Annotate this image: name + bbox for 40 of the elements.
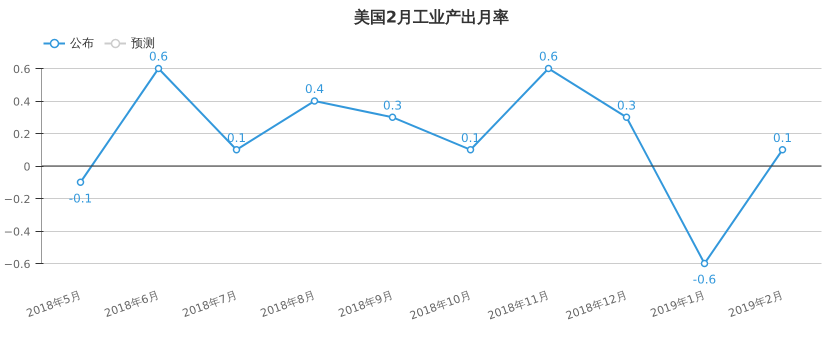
x-tick-label: 2019年2月 (726, 288, 785, 320)
data-label: 0.4 (304, 82, 324, 96)
point (154, 64, 162, 72)
point (700, 260, 708, 268)
y-tick-label: 0.2 (13, 128, 31, 141)
data-label: 0.6 (148, 50, 168, 64)
legend-label: 预测 (131, 34, 155, 52)
data-label: 0.3 (382, 98, 402, 112)
point (778, 146, 786, 154)
y-tick-label: −0.4 (4, 226, 31, 238)
y-tick-label: −0.6 (4, 258, 31, 271)
point (544, 64, 552, 72)
data-label: 0.1 (226, 130, 246, 145)
point (466, 146, 474, 154)
data-label: 0.1 (460, 130, 480, 145)
data-label: -0.6 (692, 272, 716, 286)
data-label: 0.1 (772, 130, 792, 145)
data-label: -0.1 (68, 191, 92, 206)
y-tick-label: 0 (24, 160, 30, 174)
point (76, 178, 84, 186)
data-label: 0.3 (616, 98, 636, 112)
point (622, 114, 630, 121)
point (388, 114, 396, 121)
chart-title: 美国2月工业产出月率 (352, 8, 510, 26)
x-tick-label: 2018年8月 (258, 288, 317, 320)
x-tick-label: 2018年11月 (486, 288, 551, 322)
y-tick-label: −0.2 (4, 193, 31, 206)
x-tick-label: 2019年1月 (648, 288, 707, 320)
x-tick-label: 2018年6月 (102, 288, 161, 320)
point (232, 146, 240, 154)
x-tick-label: 2018年10月 (408, 288, 473, 322)
y-tick-label: 0.4 (13, 96, 31, 108)
y-tick-label: 0.6 (13, 63, 31, 76)
point (310, 97, 318, 105)
data-label: 0.6 (538, 50, 558, 64)
x-tick-label: 2018年5月 (24, 288, 83, 320)
x-tick-label: 2018年12月 (564, 288, 629, 322)
legend-label: 公布 (70, 34, 94, 52)
x-tick-label: 2018年7月 (180, 288, 239, 320)
x-tick-label: 2018年9月 (336, 288, 395, 320)
